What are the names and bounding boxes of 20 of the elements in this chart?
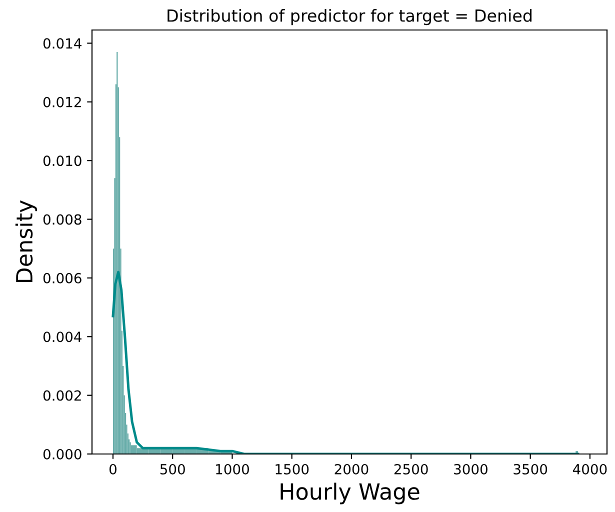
- x-tick-label: 2000: [334, 464, 368, 474]
- x-tick-label: 1000: [216, 464, 249, 474]
- y-axis-title: Density: [15, 200, 37, 282]
- x-tick-label: 500: [160, 464, 185, 474]
- y-tick-label: 0.006: [43, 272, 82, 284]
- chart-title: Distribution of predictor for target = Denied: [168, 9, 532, 26]
- y-tick-label: 0.010: [43, 156, 82, 166]
- y-tick-label: 0.002: [43, 390, 81, 401]
- x-tick-label: 3000: [454, 464, 488, 474]
- x-tick-label: 3500: [514, 464, 548, 474]
- x-tick-label: 2500: [394, 464, 428, 474]
- x-tick-label: 0: [109, 464, 116, 474]
- y-tick-label: 0.012: [43, 96, 81, 108]
- x-tick-label: 1500: [276, 464, 309, 474]
- x-tick-label: 4000: [572, 464, 607, 474]
- y-tick-label: 0.000: [43, 448, 82, 460]
- y-tick-label: 0.004: [43, 332, 82, 342]
- x-axis-title: Hourly Wage: [280, 482, 420, 504]
- y-tick-label: 0.014: [43, 38, 82, 49]
- y-tick-label: 0.008: [43, 214, 82, 225]
